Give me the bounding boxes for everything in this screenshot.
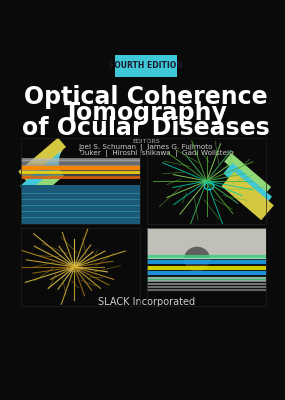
Bar: [115, 55, 177, 77]
Circle shape: [206, 184, 212, 188]
Text: of Ocular Diseases: of Ocular Diseases: [22, 116, 270, 140]
Text: Tomography: Tomography: [64, 101, 228, 125]
Text: FOURTH EDITION: FOURTH EDITION: [109, 61, 183, 70]
Text: EDITORS: EDITORS: [132, 138, 160, 144]
Text: Joel S. Schuman  |  James G. Fujimoto: Joel S. Schuman | James G. Fujimoto: [79, 144, 213, 151]
Bar: [147, 228, 266, 259]
Ellipse shape: [59, 146, 83, 178]
Text: Jay S. Duker  |  Hiroshi Ishikawa  |  Gadi Wollstein: Jay S. Duker | Hiroshi Ishikawa | Gadi W…: [58, 150, 234, 158]
Ellipse shape: [184, 247, 210, 272]
Text: SLACK Incorporated: SLACK Incorporated: [97, 297, 195, 307]
Bar: [21, 185, 140, 224]
Text: Optical Coherence: Optical Coherence: [24, 85, 268, 109]
Circle shape: [67, 262, 82, 272]
